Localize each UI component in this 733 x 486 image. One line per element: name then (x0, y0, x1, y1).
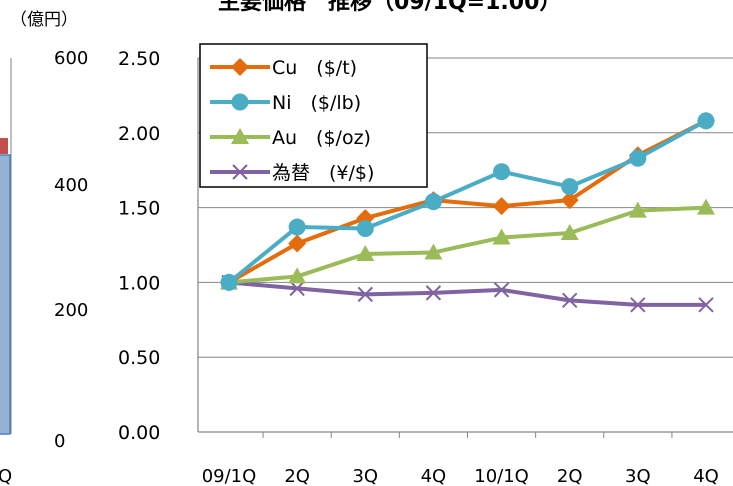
y-tick-label: 0.50 (118, 347, 160, 369)
x-tick-label: 10/1Q (474, 466, 529, 486)
data-point-triangle (492, 228, 511, 245)
left-chart-fragment: （億円） 600 400 200 0 Q (0, 10, 88, 486)
data-point-circle (356, 220, 374, 238)
data-point-x-stroke (630, 297, 646, 313)
data-point-x-stroke (289, 280, 305, 297)
data-point-diamond (288, 234, 307, 253)
y-tick-label: 2.50 (118, 48, 160, 70)
y-tick-label: 1.50 (118, 198, 160, 220)
data-point-triangle (628, 201, 647, 218)
legend-label: Cu ($/t) (272, 57, 357, 79)
legend: Cu ($/t) Ni ($/lb) Au ($/oz) 為替 (¥/$) (199, 43, 428, 188)
series-line (228, 280, 706, 307)
data-point-triangle (560, 224, 579, 241)
data-point-triangle (697, 198, 715, 215)
left-tick-0: 0 (54, 431, 65, 452)
data-point-x (630, 297, 646, 313)
x-tick-labels: 09/1Q 2Q 3Q 4Q 10/1Q 2Q 3Q 4Q (202, 466, 719, 486)
data-point-diamond (492, 197, 511, 216)
left-bar-fragment (0, 154, 11, 435)
data-point-x-stroke (357, 286, 373, 303)
data-point-x-stroke (493, 282, 510, 298)
left-tick-400: 400 (54, 175, 88, 196)
x-tick-label: 3Q (625, 466, 651, 486)
data-point-circle (697, 112, 715, 130)
data-point-x (493, 282, 510, 298)
x-tick-label: 4Q (693, 466, 719, 486)
legend-label: Au ($/oz) (272, 127, 371, 149)
data-point-circle (493, 163, 511, 181)
data-point-triangle (424, 243, 443, 260)
left-unit-label: （億円） (10, 10, 78, 30)
data-point-diamond (560, 191, 579, 210)
series-circle (220, 112, 715, 291)
data-point-x (698, 297, 714, 313)
y-tick-label: 1.00 (118, 272, 160, 294)
data-point-circle (231, 93, 249, 111)
series-line (228, 205, 707, 285)
series-line (227, 119, 707, 284)
data-point-x-stroke (698, 297, 714, 313)
series-triangle (220, 198, 715, 290)
legend-entry: Au ($/oz) (210, 127, 371, 149)
legend-label: 為替 (¥/$) (272, 162, 374, 184)
chart-title: 主要価格 推移（09/1Q=1.00） (218, 0, 561, 15)
left-category-fragment: Q (0, 466, 12, 486)
legend-entry: 為替 (¥/$) (210, 162, 374, 184)
series-group (220, 111, 715, 313)
x-tick-label: 4Q (421, 466, 447, 486)
data-point-circle (424, 193, 442, 211)
data-point-x (357, 286, 373, 303)
data-point-diamond (231, 58, 249, 76)
left-bar-top-fragment (0, 138, 8, 154)
data-point-x-stroke (562, 292, 578, 309)
data-point-circle (220, 273, 238, 291)
x-tick-label: 09/1Q (202, 466, 257, 486)
data-point-circle (629, 149, 647, 167)
data-point-x (289, 280, 305, 297)
legend-entry: Ni ($/lb) (210, 92, 361, 114)
data-point-triangle (288, 267, 307, 284)
data-point-triangle (231, 128, 249, 144)
data-point-x-stroke (232, 164, 248, 180)
data-point-x (425, 285, 442, 301)
left-tick-200: 200 (54, 300, 88, 321)
data-point-circle (561, 178, 579, 196)
y-tick-label: 2.00 (118, 123, 160, 145)
data-point-x (562, 292, 578, 309)
data-point-triangle (356, 244, 375, 261)
data-point-circle (288, 218, 306, 236)
data-point-x (232, 164, 248, 180)
axes (197, 58, 733, 438)
data-point-x-stroke (425, 285, 442, 301)
x-tick-label: 2Q (284, 466, 310, 486)
y-tick-labels: 0.00 0.50 1.00 1.50 2.00 2.50 (118, 48, 160, 444)
left-tick-600: 600 (54, 48, 88, 69)
y-tick-label: 0.00 (118, 422, 160, 444)
x-tick-label: 3Q (352, 466, 378, 486)
x-tick-label: 2Q (557, 466, 583, 486)
legend-label: Ni ($/lb) (272, 92, 361, 114)
legend-entry: Cu ($/t) (210, 57, 357, 79)
